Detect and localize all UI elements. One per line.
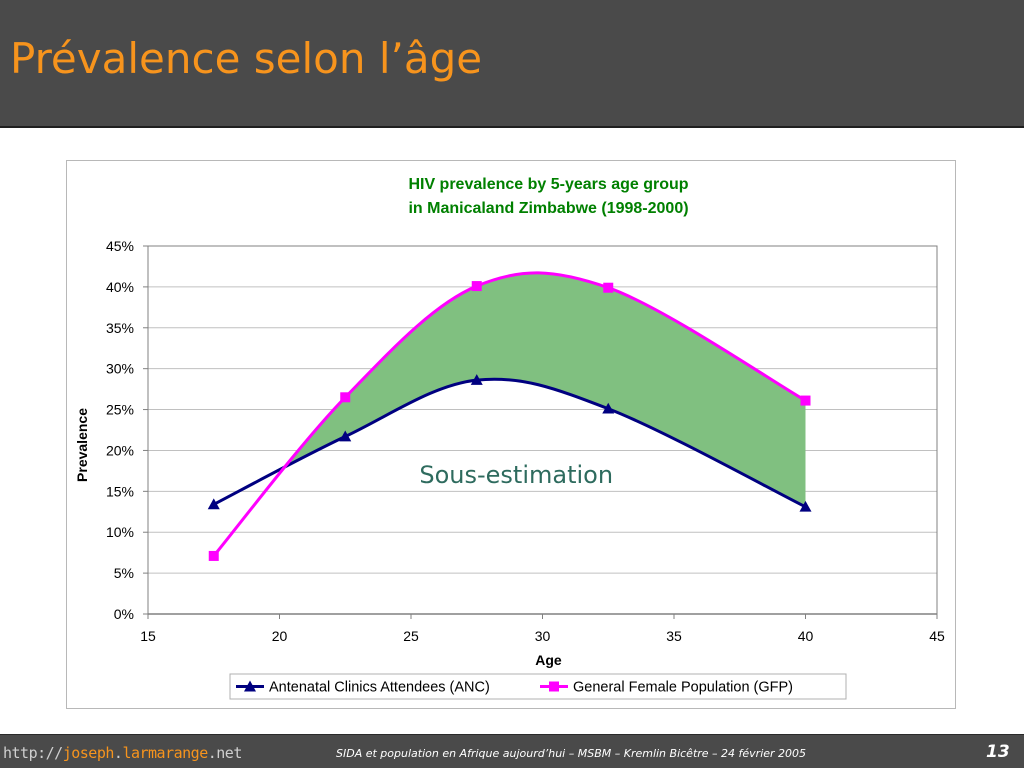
annotation: Sous-estimation — [419, 461, 613, 489]
x-tick-label: 45 — [929, 628, 945, 644]
y-axis-label: Prevalence — [74, 408, 90, 482]
data-point-anc — [799, 500, 812, 512]
site-prefix: http:// — [3, 744, 63, 762]
legend-item-gfp: General Female Population (GFP) — [573, 680, 793, 696]
site-name: joseph — [62, 744, 115, 762]
legend-item-anc: Antenatal Clinics Attendees (ANC) — [269, 680, 490, 696]
y-tick-label: 40% — [106, 279, 134, 295]
series-markers — [207, 281, 812, 561]
data-point-gfp — [603, 282, 614, 293]
data-point-gfp — [471, 281, 482, 292]
legend-marker — [549, 681, 559, 692]
data-point-gfp — [340, 392, 351, 403]
site-dot: . — [113, 744, 123, 762]
chart: HIV prevalence by 5-years age group in Ma… — [74, 176, 945, 700]
chart-title: HIV prevalence by 5-years age group in Ma… — [408, 176, 688, 217]
website-link[interactable]: http://joseph.larmarange.net — [3, 744, 242, 762]
y-tick-label: 5% — [114, 565, 134, 581]
axes: 0% 5% 10% 15% 20% 25% 30% 35% 40% 45% 15 20 25 30 35 40… — [74, 238, 945, 668]
page-number: 13 — [986, 742, 1010, 762]
data-point-gfp — [208, 550, 219, 561]
x-tick-label: 15 — [140, 628, 156, 644]
annotation-text: Sous-estimation — [419, 461, 613, 489]
y-tick-label: 35% — [106, 320, 134, 336]
x-tick-label: 30 — [535, 628, 551, 644]
data-point-gfp — [800, 395, 811, 406]
chart-frame: HIV prevalence by 5-years age group in Ma… — [66, 160, 956, 709]
x-axis-label: Age — [535, 652, 562, 668]
slide-footer: http://joseph.larmarange.net SIDA et pop… — [0, 734, 1024, 768]
site-tld: .net — [207, 744, 243, 762]
slide-title: Prévalence selon l’âge — [10, 34, 483, 83]
underestimation-area — [284, 272, 806, 507]
x-tick-label: 40 — [798, 628, 814, 644]
y-tick-label: 20% — [106, 442, 134, 458]
data-point-anc — [602, 402, 615, 414]
data-point-anc — [339, 430, 352, 442]
y-tick-label: 30% — [106, 361, 134, 377]
chart-title-line: in Manicaland Zimbabwe (1998-2000) — [408, 200, 688, 217]
chart-title-line: HIV prevalence by 5-years age group — [408, 176, 688, 193]
y-tick-label: 0% — [114, 606, 134, 622]
legend: Antenatal Clinics Attendees (ANC) General… — [229, 673, 847, 700]
x-tick-label: 20 — [272, 628, 288, 644]
x-tick-label: 25 — [403, 628, 419, 644]
y-tick-label: 45% — [106, 238, 134, 254]
y-tick-label: 15% — [106, 483, 134, 499]
footer-caption: SIDA et population en Afrique aujourd’hu… — [336, 747, 807, 760]
legend-box — [229, 673, 847, 700]
x-tick-label: 35 — [666, 628, 682, 644]
site-name2: larmarange — [122, 744, 208, 762]
data-point-anc — [207, 498, 220, 510]
y-tick-label: 25% — [106, 402, 134, 418]
slide-header: Prévalence selon l’âge — [0, 0, 1024, 128]
legend-marker — [244, 680, 256, 692]
underestimation-fill — [284, 272, 806, 507]
data-point-anc — [470, 374, 483, 385]
y-tick-label: 10% — [106, 524, 134, 540]
